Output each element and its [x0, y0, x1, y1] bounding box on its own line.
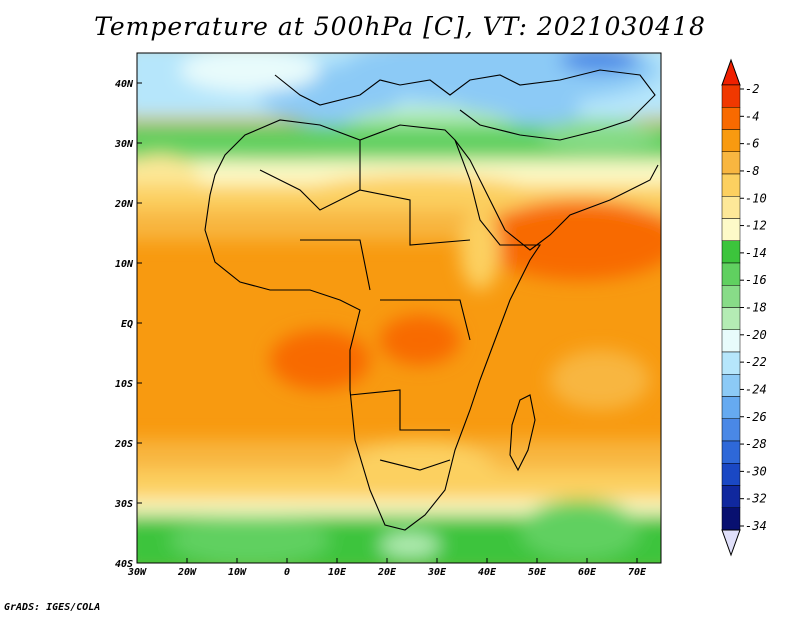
colorbar-segment [721, 240, 741, 264]
coastlines [204, 69, 659, 531]
colorbar-segment [721, 463, 741, 486]
colorbar-label: -12 [745, 219, 767, 233]
lat-tick-label: 30N [114, 139, 134, 150]
lat-tick-label: 10S [115, 379, 133, 390]
temperature-field [137, 53, 661, 563]
lat-tick-label: 30S [114, 499, 133, 510]
lat-tick-label: EQ [121, 319, 133, 330]
axis-ticks: 30W 20W 10W 0 10E 20E 30E 40E 50E 60E 70E 40N 30N 20N… [114, 79, 647, 578]
colorbar-segment [721, 129, 741, 152]
lon-tick-label: 20E [377, 567, 397, 578]
colorbar-segment [721, 485, 741, 508]
lon-tick-label: 10W [228, 567, 247, 578]
lon-tick-label: 70E [628, 567, 647, 578]
colorbar-label: -18 [745, 301, 767, 315]
colorbar-segment [721, 307, 741, 330]
colorbar-segment [721, 329, 741, 353]
colorbar-label: -24 [745, 382, 767, 396]
colorbar-label: -26 [745, 410, 767, 424]
lat-tick-label: 20S [114, 439, 133, 450]
lat-tick-label: 40S [115, 559, 133, 570]
colorbar: -2 -4 -6 -8 -10 -12 -14 -16 -18 -20 -22 -24 -26 -28 -3… [721, 58, 767, 557]
colorbar-segment [721, 151, 741, 175]
lon-tick-label: 40E [478, 567, 497, 578]
lon-tick-label: 20W [177, 567, 197, 578]
colorbar-segment [721, 84, 741, 108]
colorbar-label: -32 [745, 492, 767, 506]
lat-tick-label: 10N [115, 259, 134, 270]
colorbar-segment [721, 107, 741, 130]
colorbar-label: -8 [745, 164, 759, 178]
colorbar-segment [721, 396, 741, 419]
colorbar-label: -14 [745, 246, 767, 260]
colorbar-segment [721, 440, 741, 464]
colorbar-segment [721, 351, 741, 375]
lon-tick-label: 10E [328, 567, 347, 578]
colorbar-segment [721, 262, 741, 286]
colorbar-label: -16 [745, 273, 767, 287]
colorbar-label: -6 [745, 137, 759, 151]
colorbar-segment [721, 218, 741, 241]
colorbar-label: -4 [745, 109, 759, 123]
lon-tick-label: 60E [578, 567, 597, 578]
colorbar-label: -20 [745, 328, 767, 342]
colorbar-segment [721, 196, 741, 219]
colorbar-label: -34 [745, 519, 767, 533]
lat-tick-label: 20N [114, 199, 134, 210]
colorbar-segment [721, 173, 741, 197]
lat-tick-label: 40N [115, 79, 134, 90]
map-frame [136, 52, 662, 564]
colorbar-label: -2 [745, 82, 759, 96]
lon-tick-label: 30E [427, 567, 447, 578]
colorbar-label: -22 [745, 355, 767, 369]
colorbar-label: -10 [745, 191, 767, 205]
map-title: Temperature at 500hPa [C], VT: 202103041… [94, 12, 706, 41]
colorbar-segment [721, 285, 741, 308]
colorbar-bottom-arrow [721, 529, 741, 557]
lon-tick-label: 30W [127, 567, 147, 578]
lon-tick-label: 50E [528, 567, 547, 578]
colorbar-label: -30 [745, 464, 767, 478]
grads-credit: GrADS: IGES/COLA [4, 602, 101, 613]
colorbar-segment [721, 418, 741, 442]
colorbar-segment [721, 507, 741, 531]
colorbar-label: -28 [745, 437, 767, 451]
colorbar-top-arrow [721, 58, 741, 86]
colorbar-segment [721, 374, 741, 397]
lon-tick-label: 0 [284, 567, 290, 578]
